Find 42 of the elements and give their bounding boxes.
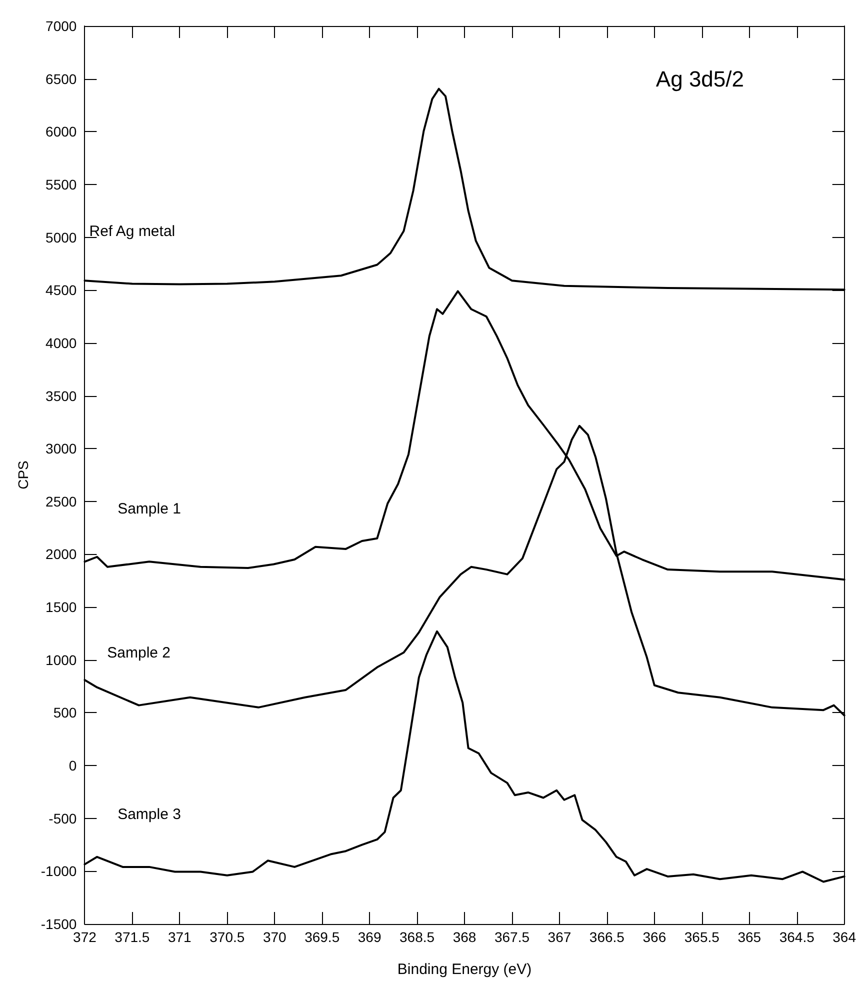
x-tick-label: 365 — [738, 929, 762, 945]
x-tick-label: 364.5 — [779, 929, 815, 945]
x-tick-label: 369.5 — [304, 929, 340, 945]
y-axis-title: CPS — [15, 460, 31, 490]
x-tick-label: 366 — [642, 929, 666, 945]
y-tick-label: 1500 — [46, 599, 77, 616]
x-tick-label: 369 — [358, 929, 382, 945]
series-label: Sample 2 — [107, 644, 171, 662]
x-tick-label: 368 — [452, 929, 476, 945]
x-tick-label: 366.5 — [589, 929, 625, 945]
x-tick-label: 365.5 — [684, 929, 720, 945]
y-tick-label: 4500 — [46, 282, 77, 298]
y-tick-label: 2000 — [46, 546, 77, 562]
text: Ref Ag metal — [89, 222, 176, 240]
x-tick-label: 364 — [832, 929, 856, 945]
x-tick-label: 367.5 — [494, 929, 530, 945]
y-tick-label: 4000 — [46, 334, 77, 351]
y-tick-label: 5000 — [46, 229, 77, 246]
text: Sample 3 — [118, 806, 181, 823]
y-tick-label: 5500 — [46, 176, 77, 192]
y-tick-label: 3000 — [46, 440, 77, 457]
y-tick-label: 1000 — [46, 652, 77, 668]
y-tick-label: 3500 — [46, 388, 77, 404]
x-tick-label: 371.5 — [114, 929, 150, 945]
y-tick-label: 2500 — [46, 493, 77, 510]
y-tick-label: 6500 — [46, 70, 77, 87]
x-tick-label: 368.5 — [400, 929, 435, 945]
x-tick-label: 367 — [548, 929, 572, 945]
y-tick-label: 6000 — [46, 124, 77, 140]
y-tick-label: -500 — [48, 810, 77, 826]
y-tick-label: -1000 — [40, 863, 77, 880]
x-tick-label: 371 — [168, 929, 192, 945]
text: Sample 1 — [118, 500, 181, 518]
x-tick-label: 370.5 — [210, 929, 245, 945]
x-tick-label: 370 — [262, 929, 287, 945]
x-tick-label: 372 — [73, 929, 97, 945]
text: Ag 3d5/2 — [656, 66, 744, 92]
y-tick-label: 500 — [53, 704, 77, 721]
y-tick-label: 0 — [68, 758, 77, 774]
y-tick-label: -1500 — [40, 916, 77, 932]
x-axis-title: Binding Energy (eV) — [397, 961, 532, 978]
y-tick-label: 7000 — [46, 18, 77, 34]
